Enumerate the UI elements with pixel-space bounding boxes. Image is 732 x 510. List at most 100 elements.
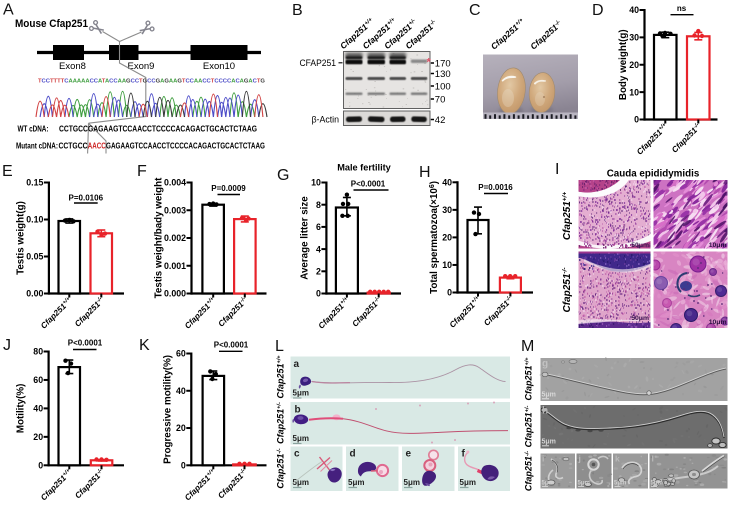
svg-text:5μm: 5μm bbox=[651, 481, 663, 487]
svg-text:P<0.0001: P<0.0001 bbox=[351, 180, 386, 189]
svg-text:GAGAAGTCCAACCTCCCCACAGACTGCACT: GAGAAGTCCAACCTCCCCACAGACTGCACTCTAAG bbox=[106, 142, 265, 151]
svg-text:C: C bbox=[469, 2, 481, 19]
svg-text:Cfap251-/-: Cfap251-/- bbox=[217, 296, 250, 329]
svg-text:c: c bbox=[294, 449, 300, 460]
svg-text:0.003: 0.003 bbox=[164, 205, 186, 215]
svg-text:0.004: 0.004 bbox=[164, 178, 186, 188]
svg-text:0.10: 0.10 bbox=[26, 215, 43, 225]
svg-text:b: b bbox=[295, 405, 301, 416]
svg-text:j: j bbox=[578, 454, 581, 464]
svg-text:20: 20 bbox=[629, 60, 639, 70]
svg-text:2: 2 bbox=[316, 267, 321, 277]
svg-text:AACC: AACC bbox=[88, 142, 106, 151]
svg-text:10: 10 bbox=[629, 87, 639, 97]
svg-text:10μm: 10μm bbox=[709, 319, 727, 326]
svg-text:P=0.0016: P=0.0016 bbox=[478, 183, 513, 192]
svg-text:Testis weight(g): Testis weight(g) bbox=[16, 201, 27, 275]
svg-text:30: 30 bbox=[442, 205, 452, 215]
svg-text:Cfap251+/+: Cfap251+/+ bbox=[276, 355, 286, 399]
svg-text:Exon10: Exon10 bbox=[203, 61, 235, 72]
svg-text:J: J bbox=[3, 337, 11, 354]
svg-text:0.001: 0.001 bbox=[164, 261, 186, 271]
svg-text:I: I bbox=[555, 161, 559, 178]
svg-text:0.05: 0.05 bbox=[26, 252, 43, 262]
svg-text:40: 40 bbox=[33, 404, 43, 414]
svg-text:CCTGCC: CCTGCC bbox=[59, 142, 88, 151]
svg-text:e: e bbox=[406, 449, 412, 460]
svg-text:WT cDNA:: WT cDNA: bbox=[18, 125, 49, 134]
svg-text:Cfap251+/+: Cfap251+/+ bbox=[448, 295, 483, 330]
svg-text:Cfap251-/-: Cfap251-/- bbox=[216, 468, 249, 501]
svg-text:20: 20 bbox=[176, 423, 186, 433]
svg-text:ns: ns bbox=[677, 4, 687, 13]
svg-text:Exon8: Exon8 bbox=[59, 61, 86, 72]
svg-text:Body weight(g): Body weight(g) bbox=[618, 29, 629, 100]
svg-text:Cfap251+/-: Cfap251+/- bbox=[276, 402, 286, 444]
svg-text:60: 60 bbox=[176, 349, 186, 359]
svg-text:Motility(%): Motility(%) bbox=[16, 384, 27, 434]
svg-text:50μm: 50μm bbox=[631, 315, 649, 322]
svg-text:0: 0 bbox=[634, 115, 639, 125]
svg-text:f: f bbox=[462, 449, 466, 460]
svg-text:5μm: 5μm bbox=[293, 389, 309, 398]
svg-text:0.15: 0.15 bbox=[26, 178, 43, 188]
svg-text:80: 80 bbox=[33, 347, 43, 357]
svg-text:100: 100 bbox=[435, 82, 451, 93]
svg-text:Total spermatozoa(×106): Total spermatozoa(×106) bbox=[429, 181, 440, 294]
svg-text:Cfap251-/-: Cfap251-/- bbox=[276, 448, 286, 488]
svg-text:β-Actin: β-Actin bbox=[312, 114, 340, 125]
svg-text:Testis weight/bady weight: Testis weight/bady weight bbox=[154, 177, 165, 298]
svg-text:20: 20 bbox=[33, 432, 43, 442]
svg-text:60: 60 bbox=[33, 375, 43, 385]
svg-text:10: 10 bbox=[442, 260, 452, 270]
svg-text:Cfap251+/+: Cfap251+/+ bbox=[524, 357, 534, 401]
svg-text:Mutant cDNA:: Mutant cDNA: bbox=[16, 142, 58, 151]
svg-text:A: A bbox=[3, 2, 14, 19]
svg-text:F: F bbox=[137, 163, 147, 180]
svg-text:8: 8 bbox=[316, 200, 321, 210]
svg-text:Cfap251-/-: Cfap251-/- bbox=[528, 19, 564, 52]
svg-text:P<0.0001: P<0.0001 bbox=[68, 339, 103, 348]
svg-text:10μm: 10μm bbox=[709, 242, 727, 249]
svg-text:Cfap251+/+: Cfap251+/+ bbox=[317, 296, 352, 331]
svg-text:6: 6 bbox=[316, 222, 321, 232]
svg-text:l: l bbox=[652, 454, 654, 464]
svg-text:5μm: 5μm bbox=[542, 481, 554, 487]
svg-text:CFAP251: CFAP251 bbox=[300, 58, 337, 68]
svg-text:Mouse Cfap251: Mouse Cfap251 bbox=[15, 18, 88, 30]
svg-text:Cauda epididymidis: Cauda epididymidis bbox=[607, 169, 700, 180]
svg-text:70: 70 bbox=[435, 95, 446, 106]
svg-text:G: G bbox=[277, 167, 289, 184]
svg-text:Cfap251+/+: Cfap251+/+ bbox=[39, 296, 74, 331]
svg-text:Cfap251+/+: Cfap251+/+ bbox=[562, 192, 574, 241]
svg-text:5μm: 5μm bbox=[578, 481, 590, 487]
svg-text:5μm: 5μm bbox=[348, 478, 364, 487]
svg-text:0: 0 bbox=[38, 461, 43, 471]
svg-text:i: i bbox=[542, 454, 544, 464]
svg-text:42: 42 bbox=[435, 115, 446, 126]
svg-text:Exon9: Exon9 bbox=[128, 61, 155, 72]
svg-text:h: h bbox=[542, 406, 548, 417]
svg-text:0.002: 0.002 bbox=[164, 233, 186, 243]
svg-text:20: 20 bbox=[442, 233, 452, 243]
svg-text:D: D bbox=[592, 2, 604, 19]
svg-text:Cfap251+/+: Cfap251+/+ bbox=[635, 122, 670, 157]
svg-text:0: 0 bbox=[316, 289, 321, 299]
svg-text:K: K bbox=[139, 337, 150, 354]
svg-text:Cfap251+/+: Cfap251+/+ bbox=[183, 296, 218, 331]
svg-text:0.00: 0.00 bbox=[26, 289, 43, 299]
svg-text:M: M bbox=[521, 338, 534, 355]
svg-text:g: g bbox=[542, 359, 548, 370]
svg-text:40: 40 bbox=[442, 178, 452, 188]
svg-text:Cfap251-/-: Cfap251-/- bbox=[524, 451, 534, 491]
svg-text:50μm: 50μm bbox=[631, 242, 649, 249]
svg-text:5μm: 5μm bbox=[293, 478, 309, 487]
svg-text:40: 40 bbox=[176, 386, 186, 396]
svg-text:Cfap251+/+: Cfap251+/+ bbox=[39, 467, 74, 502]
svg-text:a: a bbox=[294, 359, 300, 370]
svg-text:30: 30 bbox=[629, 33, 639, 43]
svg-text:Average litter size: Average litter size bbox=[300, 196, 311, 280]
svg-text:Cfap251+/-: Cfap251+/- bbox=[524, 406, 534, 448]
svg-text:170: 170 bbox=[435, 59, 451, 70]
svg-text:L: L bbox=[275, 338, 284, 355]
